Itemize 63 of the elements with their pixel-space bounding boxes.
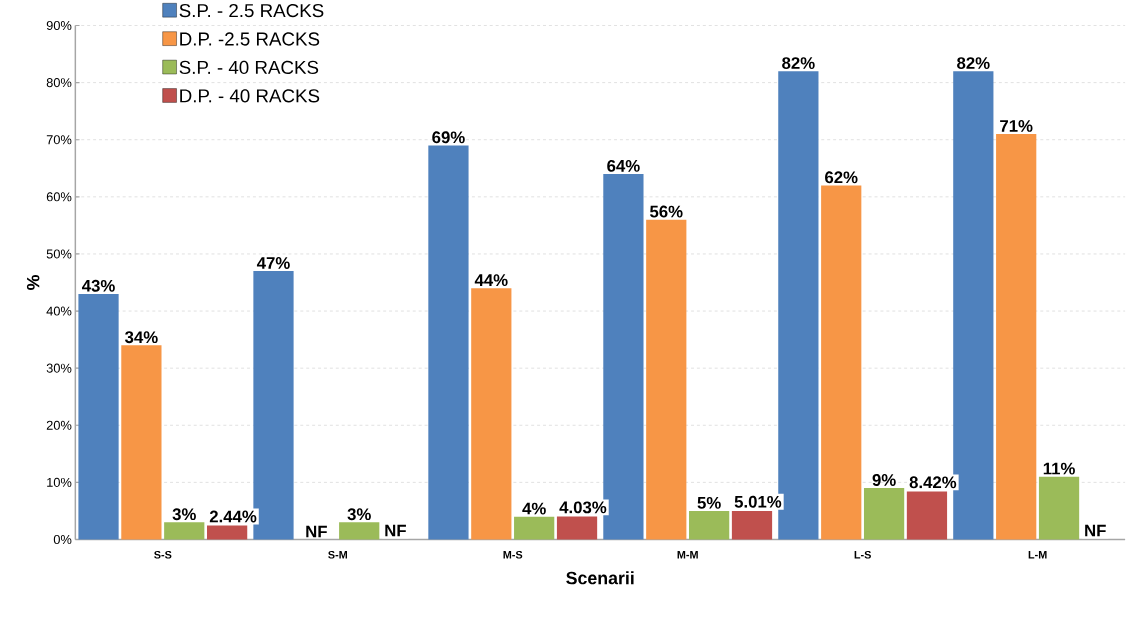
x-tick-label: M-S — [503, 551, 523, 559]
bar — [996, 134, 1037, 540]
data-label: 11% — [1043, 462, 1075, 475]
x-tick-label: L-M — [1028, 551, 1047, 559]
y-tick-label: 80% — [46, 78, 72, 88]
bar — [207, 525, 248, 540]
data-label: 44% — [474, 274, 508, 287]
x-axis-title: Scenarii — [566, 571, 634, 585]
text: NF — [306, 525, 327, 538]
data-label: 43% — [81, 280, 115, 292]
x-tick-label: M-M — [677, 551, 698, 559]
data-label: 69% — [432, 131, 465, 144]
bar — [78, 294, 119, 540]
legend-label: S.P. - 2.5 RACKS — [179, 4, 324, 18]
y-tick-label: 90% — [46, 21, 72, 31]
y-tick-label: 30% — [46, 363, 72, 373]
data-label: 5% — [697, 497, 721, 509]
data-label: 71% — [1000, 120, 1033, 132]
bar — [1038, 476, 1080, 540]
y-tick-label: 10% — [47, 478, 72, 488]
y-tick-label: 60% — [46, 192, 72, 202]
bar — [646, 219, 687, 540]
bar — [514, 516, 555, 540]
data-label: 3% — [172, 508, 196, 521]
bar — [863, 488, 905, 540]
bar — [339, 522, 380, 540]
data-label: 62% — [825, 171, 858, 184]
x-tick-label: S-M — [328, 551, 347, 559]
y-tick-label: 70% — [46, 135, 72, 145]
bar — [906, 491, 948, 540]
data-label: 82% — [957, 57, 990, 70]
data-label: 8.42% — [909, 476, 957, 489]
data-label: 47% — [256, 257, 290, 270]
bar — [731, 511, 773, 540]
data-label: 2.44% — [209, 510, 257, 523]
data-label: 3% — [347, 508, 371, 521]
x-tick-label: L-S — [854, 551, 871, 559]
text: NF — [385, 524, 406, 537]
data-label: 9% — [872, 474, 896, 487]
bar — [821, 185, 862, 540]
legend-label: S.P. - 40 RACKS — [179, 60, 319, 75]
bar — [428, 145, 469, 540]
y-tick-label: 40% — [46, 306, 72, 316]
y-tick-label: 20% — [46, 420, 72, 430]
x-tick-label: S-S — [154, 551, 172, 559]
bar — [556, 516, 598, 540]
y-tick-label: 50% — [46, 249, 72, 259]
legend-label: D.P. -2.5 RACKS — [180, 32, 320, 46]
y-axis-title: % — [26, 275, 40, 291]
data-label: 4% — [522, 502, 546, 515]
y-tick-label: 0% — [53, 535, 72, 545]
bar — [689, 511, 730, 540]
data-label: 34% — [124, 331, 158, 344]
bar — [121, 345, 162, 540]
data-label: 64% — [607, 160, 640, 172]
bar — [164, 522, 205, 540]
data-label: 4.03% — [559, 501, 607, 514]
data-label: 5.01% — [734, 496, 782, 508]
data-label: 56% — [649, 205, 683, 218]
data-label: 82% — [782, 57, 815, 70]
text: NF — [1085, 524, 1106, 537]
bar — [471, 288, 512, 540]
legend-label: D.P. - 40 RACKS — [180, 89, 320, 103]
